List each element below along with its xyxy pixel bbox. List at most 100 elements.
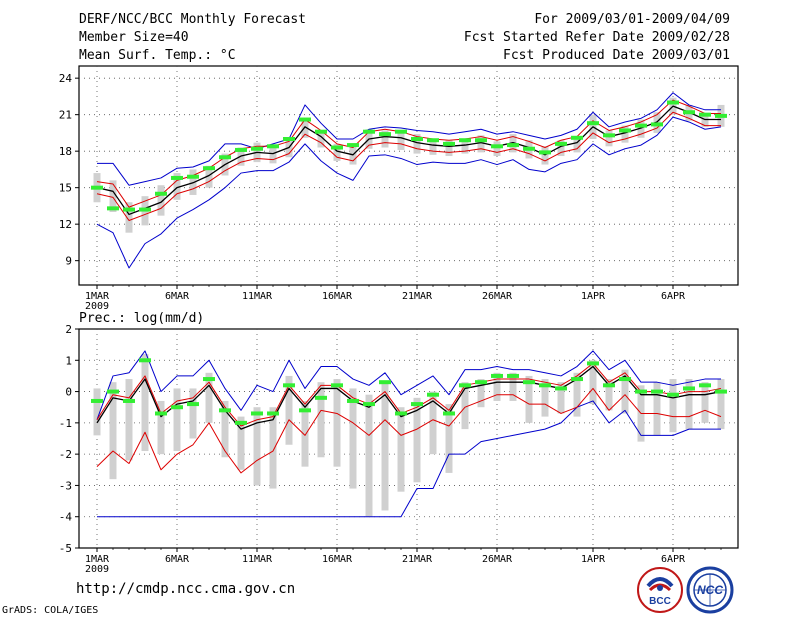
temp-xtick-label: 1APR xyxy=(581,291,606,302)
temp-spread-bar xyxy=(205,165,213,188)
precip-climatology-marker xyxy=(635,389,647,394)
temp-climatology-marker xyxy=(315,129,327,134)
precip-spread-bar xyxy=(685,379,693,430)
precip-climatology-marker xyxy=(155,411,167,416)
precip-climatology-marker xyxy=(667,392,679,397)
temp-spread-bar xyxy=(381,130,389,148)
temp-climatology-marker xyxy=(203,166,215,171)
temp-climatology-marker xyxy=(475,138,487,143)
temp-xtick-label: 26MAR xyxy=(482,291,513,302)
temp-spread-bar xyxy=(621,125,629,143)
temp-max-line xyxy=(97,92,721,186)
precip-ytick-label: -5 xyxy=(59,542,72,555)
precip-climatology-marker xyxy=(539,383,551,388)
precip-spread-bar xyxy=(141,354,149,452)
precip-ytick-label: -1 xyxy=(59,417,72,430)
temp-min-line xyxy=(96,116,722,269)
precip-spread-bar xyxy=(477,379,485,408)
temp-climatology-marker xyxy=(555,141,567,146)
precip-climatology-marker xyxy=(651,389,663,394)
temp-climatology-marker xyxy=(251,146,263,151)
precip-climatology-marker xyxy=(619,377,631,382)
temp-climatology-marker xyxy=(219,155,231,160)
temp-climatology-marker xyxy=(235,147,247,152)
precip-xtick-label: 26MAR xyxy=(482,554,513,565)
precip-xtick-label: 1APR xyxy=(581,554,606,565)
precip-climatology-marker xyxy=(107,389,119,394)
temp-ytick-label: 21 xyxy=(59,109,72,122)
precip-spread-bar xyxy=(509,372,517,401)
temp-ytick-label: 24 xyxy=(59,72,73,85)
temp-spread-bar xyxy=(269,146,277,164)
temp-spread-bar xyxy=(605,130,613,147)
temp-climatology-marker xyxy=(411,137,423,141)
precip-spread-bar xyxy=(93,388,101,436)
temp-climatology-marker xyxy=(523,146,535,151)
precip-spread-bar xyxy=(717,379,725,430)
temp-spread-bar xyxy=(557,140,565,157)
precip-climatology-marker xyxy=(715,389,727,394)
precip-climatology-marker xyxy=(427,392,439,397)
temp-xtick-label: 16MAR xyxy=(322,291,353,302)
temp-climatology-marker xyxy=(299,117,311,122)
precip-climatology-marker xyxy=(235,420,247,425)
precip-climatology-marker xyxy=(363,402,375,407)
temp-ytick-label: 18 xyxy=(59,145,72,158)
precip-spread-bar xyxy=(285,375,293,445)
temp-xtick-label: 11MAR xyxy=(242,291,273,302)
precip-ytick-label: 0 xyxy=(65,386,72,399)
temp-climatology-marker xyxy=(427,138,439,143)
temp-climatology-marker xyxy=(539,150,551,155)
precip-climatology-marker xyxy=(443,411,455,416)
temp-climatology-marker xyxy=(635,123,647,128)
temp-climatology-marker xyxy=(379,132,391,137)
precip-year-label: 2009 xyxy=(85,564,109,575)
temp-climatology-marker xyxy=(699,112,711,117)
precip-spread-bar xyxy=(445,404,453,473)
precip-chart-label: Prec.: log(mm/d) xyxy=(79,311,205,326)
ncc-logo-text: NCC xyxy=(697,583,723,597)
precip-ensemble-mean-line xyxy=(96,365,722,430)
temp-climatology-marker xyxy=(347,143,359,148)
temp-climatology-marker xyxy=(715,113,727,118)
precip-spread-bar xyxy=(461,382,469,430)
temp-climatology-marker xyxy=(571,135,583,140)
precip-climatology-marker xyxy=(475,380,487,385)
chart-title: DERF/NCC/BCC Monthly Forecast xyxy=(79,12,306,27)
temp-xtick-label: 21MAR xyxy=(402,291,433,302)
temp-climatology-marker xyxy=(619,128,631,133)
temp-climatology-marker xyxy=(267,144,279,149)
precip-spread-bar xyxy=(189,388,197,439)
precip-spread-bar xyxy=(365,394,373,517)
precip-spread-bar xyxy=(301,400,309,467)
precip-spread-bar xyxy=(349,388,357,489)
precip-climatology-marker xyxy=(299,408,311,413)
precip-ytick-label: -3 xyxy=(59,479,72,492)
temp-climatology-marker xyxy=(459,138,471,143)
temp-spread-bar xyxy=(397,130,405,150)
precip-spread-bar xyxy=(589,360,597,405)
temp-spread-bar xyxy=(477,135,485,153)
precip-climatology-marker xyxy=(347,398,359,403)
precip-spread-bar xyxy=(381,382,389,511)
temp-xtick-label: 6MAR xyxy=(165,291,190,302)
ncc-logo: NCC xyxy=(686,566,734,614)
temp-spread-bar xyxy=(125,202,133,233)
temp-climatology-marker xyxy=(683,110,695,115)
precip-ytick-label: -2 xyxy=(59,448,72,461)
source-url[interactable]: http://cmdp.ncc.cma.gov.cn xyxy=(76,581,296,597)
precip-climatology-marker xyxy=(251,411,263,416)
temp-chart: 9 12 15 18 21 24 1MAR 6MAR 11MAR 16MAR 21MAR 26MAR 1… xyxy=(59,65,739,312)
temp-spread-bar xyxy=(493,141,501,157)
temp-climatology-marker xyxy=(363,129,375,134)
precip-spread-bar xyxy=(653,382,661,436)
temp-spread-bar xyxy=(445,140,453,157)
precip-spread-bar xyxy=(605,379,613,411)
variable-label: Mean Surf. Temp.: °C xyxy=(79,48,236,63)
temp-spread-bar xyxy=(109,180,117,212)
precip-climatology-marker xyxy=(459,383,471,388)
temp-ensemble-mean-line xyxy=(96,105,721,216)
temp-xtick-label: 1MAR xyxy=(85,291,110,302)
precip-climatology-marker xyxy=(315,395,327,400)
